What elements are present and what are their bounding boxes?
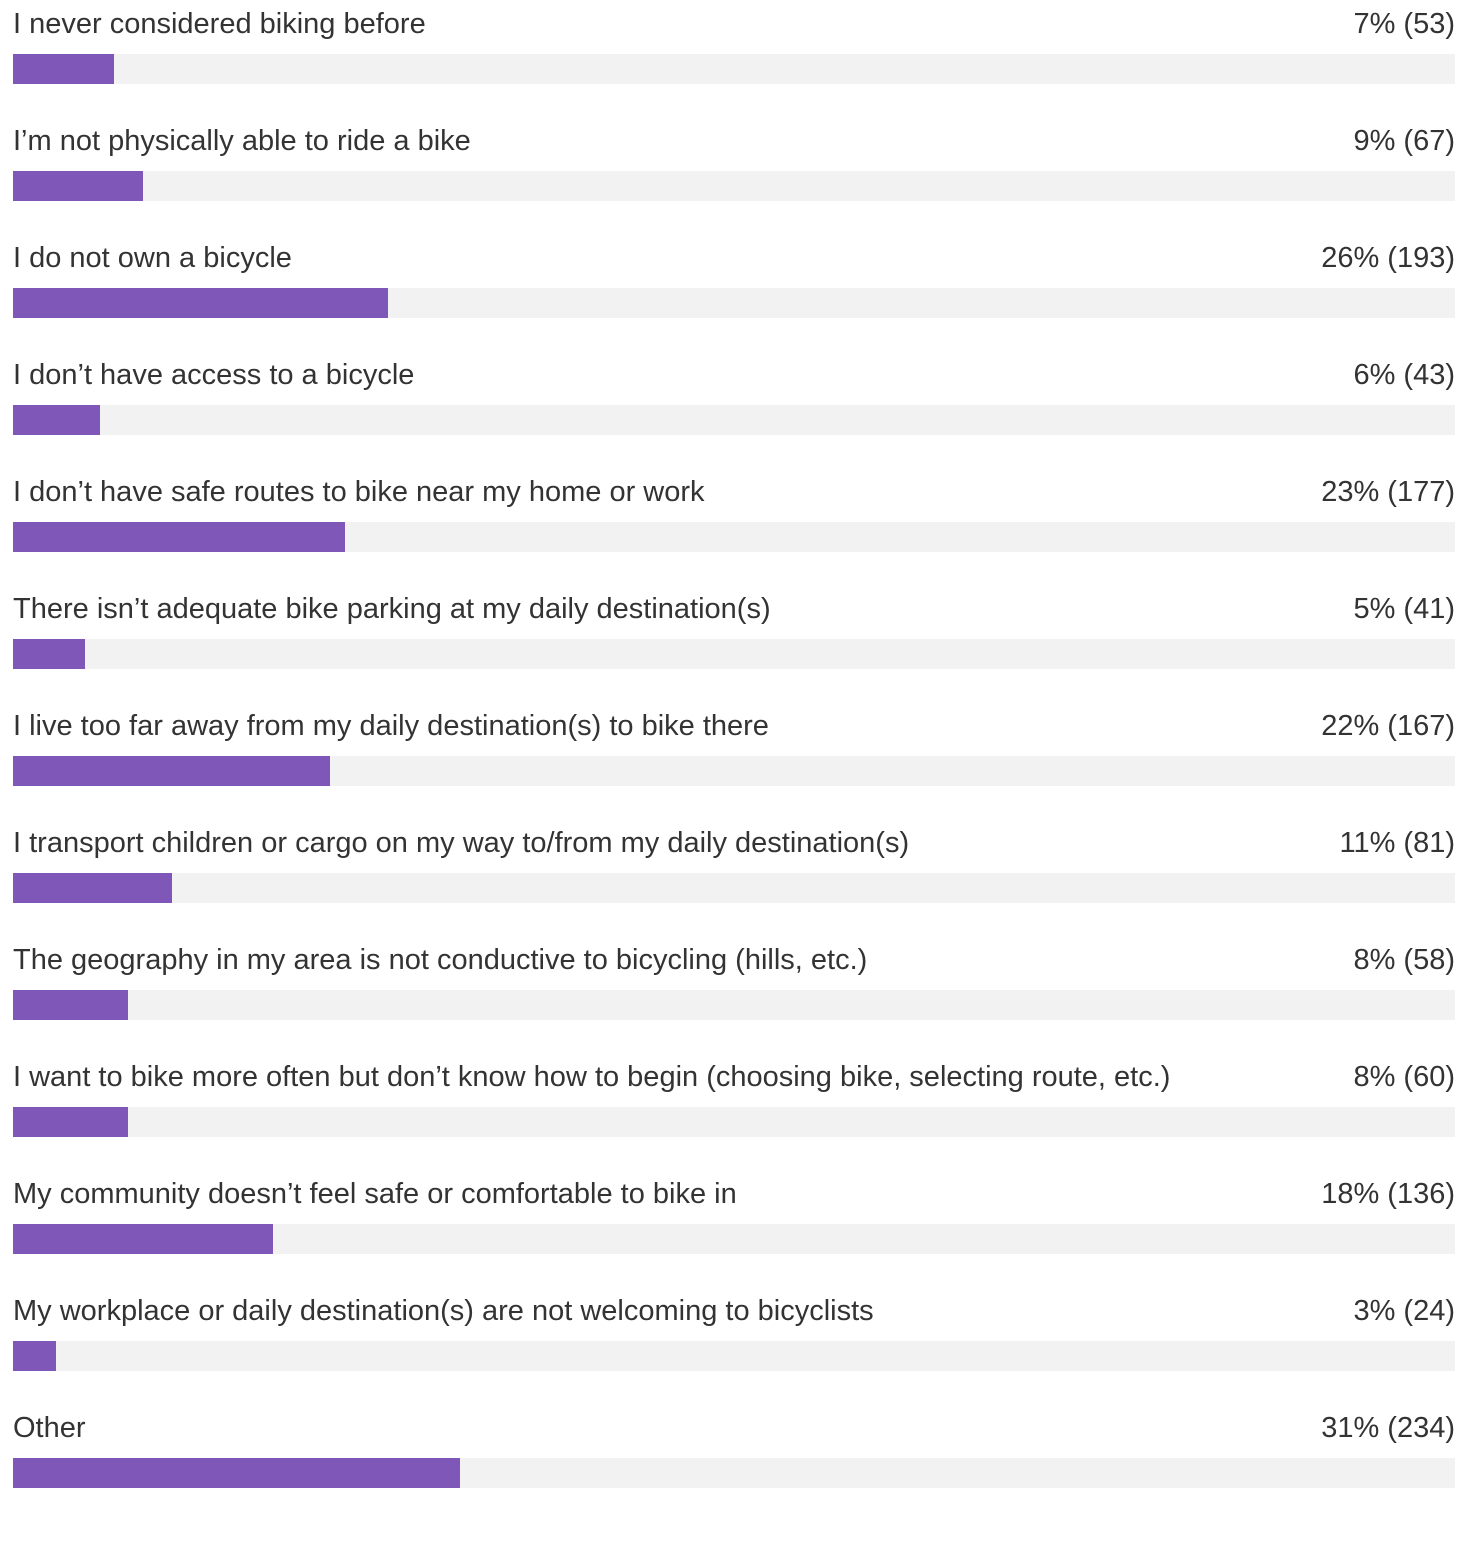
bar bbox=[13, 1224, 273, 1254]
bar-row: I live too far away from my daily destin… bbox=[13, 702, 1455, 786]
bar bbox=[13, 639, 86, 669]
category-label: I don’t have safe routes to bike near my… bbox=[13, 476, 705, 508]
bar bbox=[13, 873, 172, 903]
bar bbox=[13, 171, 143, 201]
bar-row: I transport children or cargo on my way … bbox=[13, 819, 1455, 903]
bar bbox=[13, 405, 100, 435]
bar bbox=[13, 1458, 461, 1488]
category-label: I don’t have access to a bicycle bbox=[13, 359, 415, 391]
bar-track bbox=[13, 1341, 1455, 1371]
bar-row: I don’t have safe routes to bike near my… bbox=[13, 468, 1455, 552]
bar-track bbox=[13, 639, 1455, 669]
category-label: I never considered biking before bbox=[13, 8, 426, 40]
bar-header: I do not own a bicycle 26% (193) bbox=[13, 234, 1455, 282]
bar-header: I don’t have safe routes to bike near my… bbox=[13, 468, 1455, 516]
bar-row: I never considered biking before 7% (53) bbox=[13, 0, 1455, 84]
value-label: 6% (43) bbox=[1353, 359, 1455, 391]
bar-track bbox=[13, 171, 1455, 201]
bar-header: My community doesn’t feel safe or comfor… bbox=[13, 1170, 1455, 1218]
value-label: 3% (24) bbox=[1353, 1295, 1455, 1327]
value-label: 18% (136) bbox=[1321, 1178, 1455, 1210]
value-label: 8% (60) bbox=[1353, 1061, 1455, 1093]
bar-header: The geography in my area is not conducti… bbox=[13, 936, 1455, 984]
bar bbox=[13, 522, 345, 552]
value-label: 5% (41) bbox=[1353, 593, 1455, 625]
category-label: I want to bike more often but don’t know… bbox=[13, 1061, 1171, 1093]
category-label: My community doesn’t feel safe or comfor… bbox=[13, 1178, 737, 1210]
bar bbox=[13, 990, 129, 1020]
bar-header: I don’t have access to a bicycle 6% (43) bbox=[13, 351, 1455, 399]
category-label: I’m not physically able to ride a bike bbox=[13, 125, 471, 157]
category-label: Other bbox=[13, 1412, 86, 1444]
value-label: 8% (58) bbox=[1353, 944, 1455, 976]
bar-row: The geography in my area is not conducti… bbox=[13, 936, 1455, 1020]
bar-track bbox=[13, 54, 1455, 84]
bar-track bbox=[13, 873, 1455, 903]
bar-row: I do not own a bicycle 26% (193) bbox=[13, 234, 1455, 318]
bar-row: My community doesn’t feel safe or comfor… bbox=[13, 1170, 1455, 1254]
bar-track bbox=[13, 1458, 1455, 1488]
bar-header: There isn’t adequate bike parking at my … bbox=[13, 585, 1455, 633]
value-label: 23% (177) bbox=[1321, 476, 1455, 508]
bar-header: Other 31% (234) bbox=[13, 1404, 1455, 1452]
bar-row: I want to bike more often but don’t know… bbox=[13, 1053, 1455, 1137]
bar-header: My workplace or daily destination(s) are… bbox=[13, 1287, 1455, 1335]
category-label: My workplace or daily destination(s) are… bbox=[13, 1295, 874, 1327]
category-label: There isn’t adequate bike parking at my … bbox=[13, 593, 771, 625]
value-label: 22% (167) bbox=[1321, 710, 1455, 742]
bar-header: I transport children or cargo on my way … bbox=[13, 819, 1455, 867]
bar-row: My workplace or daily destination(s) are… bbox=[13, 1287, 1455, 1371]
value-label: 7% (53) bbox=[1353, 8, 1455, 40]
bar-row: I don’t have access to a bicycle 6% (43) bbox=[13, 351, 1455, 435]
category-label: I live too far away from my daily destin… bbox=[13, 710, 769, 742]
bar-row: I’m not physically able to ride a bike 9%… bbox=[13, 117, 1455, 201]
bar-track bbox=[13, 756, 1455, 786]
bar-track bbox=[13, 1107, 1455, 1137]
category-label: I do not own a bicycle bbox=[13, 242, 292, 274]
bar-header: I’m not physically able to ride a bike 9%… bbox=[13, 117, 1455, 165]
bar-track bbox=[13, 288, 1455, 318]
bar bbox=[13, 1107, 129, 1137]
bar-row: Other 31% (234) bbox=[13, 1404, 1455, 1488]
value-label: 9% (67) bbox=[1353, 125, 1455, 157]
bar-track bbox=[13, 990, 1455, 1020]
bar bbox=[13, 288, 388, 318]
bar-track bbox=[13, 405, 1455, 435]
value-label: 11% (81) bbox=[1339, 827, 1455, 859]
category-label: I transport children or cargo on my way … bbox=[13, 827, 910, 859]
category-label: The geography in my area is not conducti… bbox=[13, 944, 868, 976]
bar bbox=[13, 756, 331, 786]
bar bbox=[13, 54, 114, 84]
bar-header: I never considered biking before 7% (53) bbox=[13, 0, 1455, 48]
bar-header: I want to bike more often but don’t know… bbox=[13, 1053, 1455, 1101]
value-label: 31% (234) bbox=[1321, 1412, 1455, 1444]
bar-track bbox=[13, 522, 1455, 552]
value-label: 26% (193) bbox=[1321, 242, 1455, 274]
bar-row: There isn’t adequate bike parking at my … bbox=[13, 585, 1455, 669]
bar-header: I live too far away from my daily destin… bbox=[13, 702, 1455, 750]
bar-track bbox=[13, 1224, 1455, 1254]
bar bbox=[13, 1341, 57, 1371]
